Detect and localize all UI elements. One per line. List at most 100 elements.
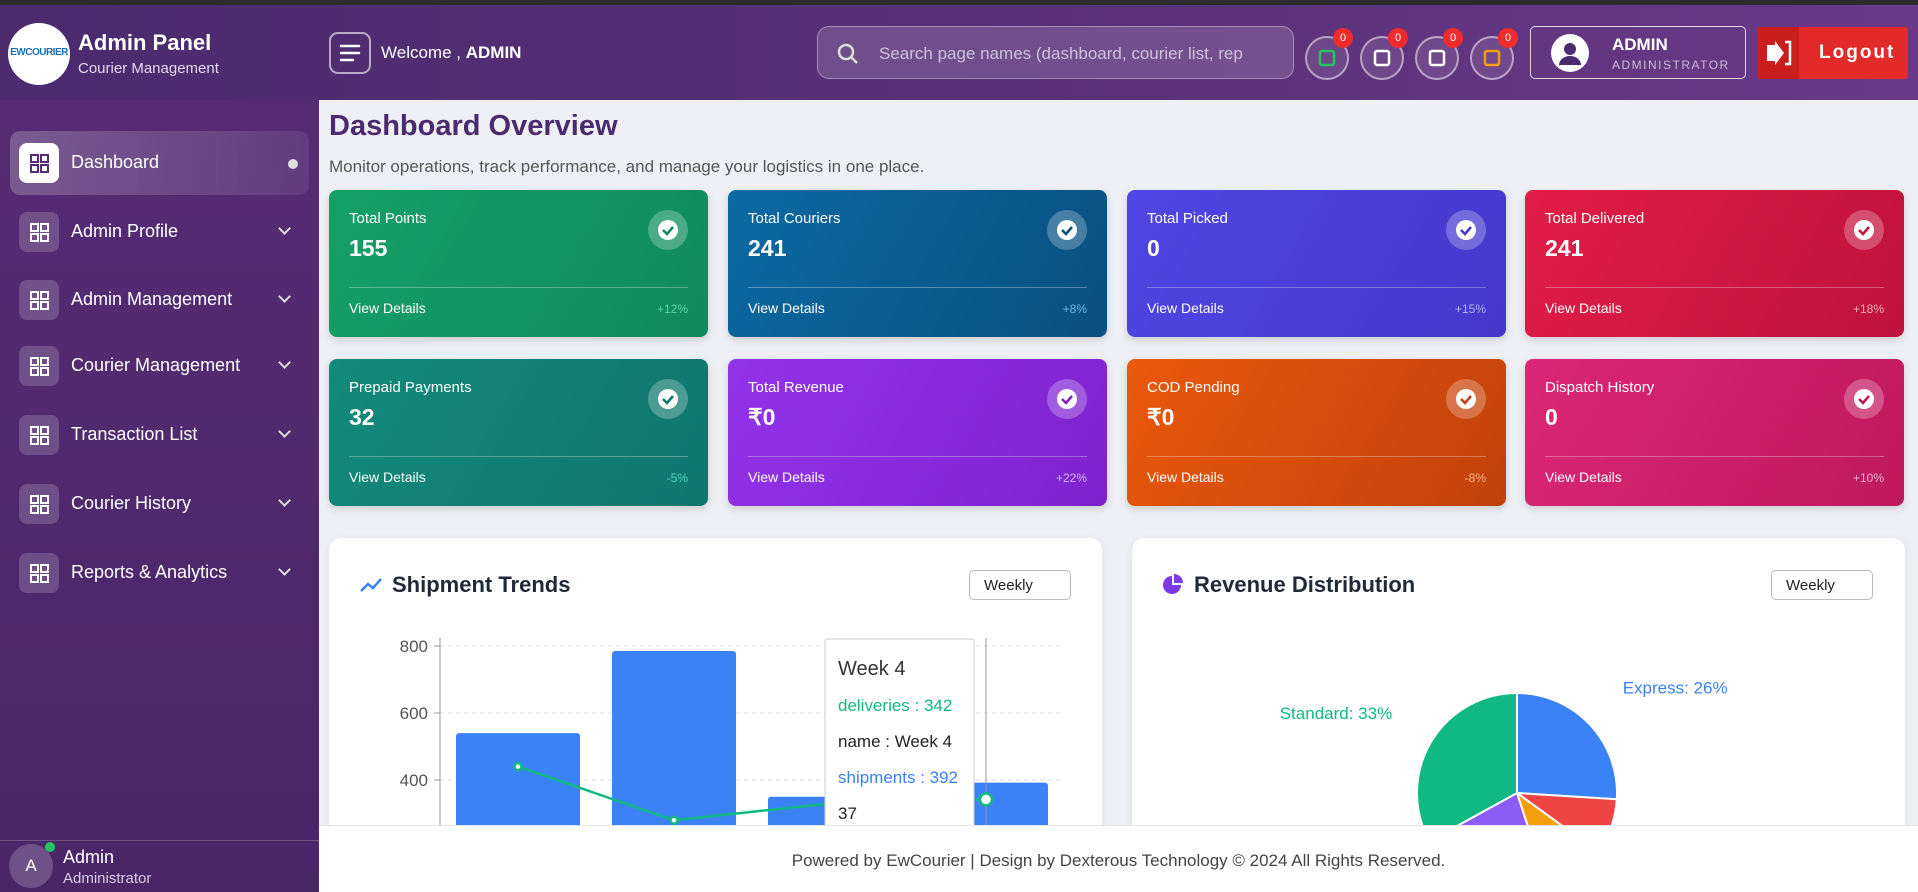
card-link[interactable]: View Details xyxy=(349,300,426,316)
card-label: Dispatch History xyxy=(1545,379,1655,396)
logout-icon-box xyxy=(1757,27,1799,79)
pie-slice xyxy=(1456,791,1529,825)
stat-card[interactable]: Prepaid Payments 32 View Details -5% xyxy=(329,359,708,506)
card-link[interactable]: View Details xyxy=(1147,469,1224,485)
card-trend: +12% xyxy=(656,302,688,316)
stat-card[interactable]: Total Revenue ₹0 View Details +22% xyxy=(728,359,1107,506)
card-link[interactable]: View Details xyxy=(1147,300,1224,316)
stat-card[interactable]: COD Pending ₹0 View Details -8% xyxy=(1127,359,1506,506)
stat-card[interactable]: Total Points 155 View Details +12% xyxy=(329,190,708,337)
card-value: 241 xyxy=(1545,235,1584,261)
card-divider xyxy=(748,456,1087,457)
card-trend: +8% xyxy=(1062,302,1087,316)
period-text: Weekly xyxy=(1786,577,1835,594)
nav-item[interactable]: Admin Management xyxy=(10,268,309,332)
user-avatar: A xyxy=(9,844,53,888)
header-icon-button[interactable]: 0 xyxy=(1305,28,1353,80)
nav-icon xyxy=(19,553,59,593)
avatar-icon xyxy=(1559,43,1581,65)
header-icon xyxy=(1428,49,1446,67)
menu-toggle[interactable] xyxy=(329,32,371,74)
pie-label: Express: 26% xyxy=(1623,679,1728,698)
card-glyph xyxy=(1057,389,1077,409)
nav-icon xyxy=(19,280,59,320)
card-value: 155 xyxy=(349,235,388,261)
nav-item[interactable]: Admin Profile xyxy=(10,200,309,264)
nav-icon xyxy=(19,143,59,183)
card-divider xyxy=(1545,456,1884,457)
header-icon-button[interactable]: 0 xyxy=(1470,28,1518,80)
nav-item[interactable]: Dashboard xyxy=(10,131,309,195)
tooltip-line: name : Week 4 xyxy=(838,732,952,751)
card-glyph xyxy=(658,389,678,409)
nav-glyph xyxy=(30,564,49,583)
card-link[interactable]: View Details xyxy=(1545,300,1622,316)
welcome: Welcome , ADMIN xyxy=(381,43,521,63)
card-trend: -5% xyxy=(666,471,688,485)
chart-layer: 400 600 800 Week 4 deliveries : 342 name : We… xyxy=(400,637,1728,825)
stat-card[interactable]: Total Couriers 241 View Details +8% xyxy=(728,190,1107,337)
header-icon-button[interactable]: 0 xyxy=(1360,28,1408,80)
badge: 0 xyxy=(1388,28,1408,48)
card-link[interactable]: View Details xyxy=(748,469,825,485)
nav-label: Admin Profile xyxy=(71,221,179,241)
card-value: 0 xyxy=(1147,235,1160,261)
pie-slice xyxy=(1515,790,1563,825)
nav-icon xyxy=(19,415,59,455)
nav-item[interactable]: Courier Management xyxy=(10,334,309,398)
card-icon xyxy=(1446,210,1486,250)
card-label: Total Couriers xyxy=(748,210,841,227)
card-link[interactable]: View Details xyxy=(349,469,426,485)
nav-item[interactable]: Courier History xyxy=(10,472,309,536)
pie-icon xyxy=(1163,574,1183,594)
card-trend: +22% xyxy=(1055,471,1087,485)
tooltip-line: deliveries : 342 xyxy=(838,696,952,715)
card-label: Total Picked xyxy=(1147,210,1228,227)
line-point xyxy=(513,761,523,772)
card-link[interactable]: View Details xyxy=(748,300,825,316)
nav-glyph xyxy=(30,495,49,514)
nav-item[interactable]: Transaction List xyxy=(10,403,309,467)
period-select[interactable]: Weekly xyxy=(969,570,1071,600)
card-trend: +15% xyxy=(1454,302,1486,316)
period-select[interactable]: Weekly xyxy=(1771,570,1873,600)
tooltip-line: shipments : 392 xyxy=(838,768,958,787)
pie-label: Standard: 33% xyxy=(1280,704,1392,723)
tooltip-title: Week 4 xyxy=(838,658,905,680)
card-link[interactable]: View Details xyxy=(1545,469,1622,485)
card-value: 32 xyxy=(349,404,375,430)
card-icon xyxy=(1844,379,1884,419)
logout-button[interactable]: Logout xyxy=(1757,27,1908,79)
card-glyph xyxy=(1057,220,1077,240)
period-text: Weekly xyxy=(984,577,1033,594)
search-box[interactable]: Search page names (dashboard, courier li… xyxy=(817,26,1294,79)
card-divider xyxy=(349,287,688,288)
card-divider xyxy=(1147,456,1486,457)
card-icon xyxy=(1047,379,1087,419)
stat-card[interactable]: Total Delivered 241 View Details +18% xyxy=(1525,190,1904,337)
bar xyxy=(612,651,736,825)
card-icon xyxy=(1446,379,1486,419)
card-divider xyxy=(349,456,688,457)
card-divider xyxy=(1147,287,1486,288)
y-tick-label: 400 xyxy=(400,771,428,790)
card-value: ₹0 xyxy=(1147,404,1175,430)
stat-card[interactable]: Total Picked 0 View Details +15% xyxy=(1127,190,1506,337)
card-glyph xyxy=(1456,389,1476,409)
active-dot xyxy=(288,159,298,169)
user-role: Administrator xyxy=(63,870,152,887)
profile-button[interactable]: ADMIN ADMINISTRATOR xyxy=(1530,26,1746,79)
card-icon xyxy=(648,210,688,250)
panel-title: Revenue Distribution xyxy=(1194,572,1416,597)
welcome-user: ADMIN xyxy=(465,43,522,62)
welcome-text: Welcome , xyxy=(381,43,461,62)
nav-label: Courier History xyxy=(71,493,192,513)
card-value: 241 xyxy=(748,235,787,261)
nav-item[interactable]: Reports & Analytics xyxy=(10,541,309,605)
header-icon-button[interactable]: 0 xyxy=(1415,28,1463,80)
card-glyph xyxy=(1854,389,1874,409)
stat-card[interactable]: Dispatch History 0 View Details +10% xyxy=(1525,359,1904,506)
badge: 0 xyxy=(1443,28,1463,48)
